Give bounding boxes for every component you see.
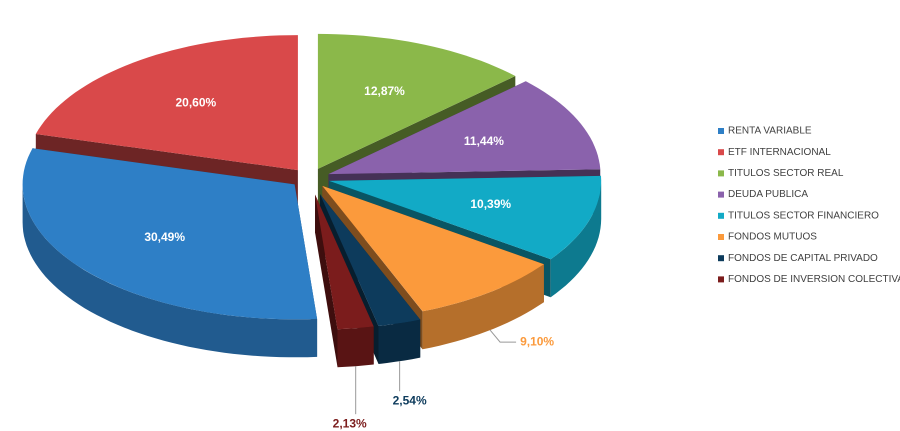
slice — [322, 185, 544, 312]
slice-side — [550, 180, 602, 298]
slice-group — [322, 185, 544, 350]
value-label: 2,54% — [393, 393, 427, 407]
value-label: 20,60% — [175, 96, 216, 110]
value-label: 11,44% — [464, 134, 504, 148]
value-label: 9,10% — [520, 334, 554, 348]
legend-label: FONDOS DE INVERSION COLECTIVA — [728, 274, 900, 285]
legend-swatch — [718, 212, 724, 219]
legend-swatch — [718, 191, 724, 198]
legend-label: ETF INTERNACIONAL — [728, 147, 831, 158]
legend-swatch — [718, 276, 724, 283]
slice — [22, 148, 318, 320]
slice-side — [378, 319, 421, 364]
legend-label: TITULOS SECTOR FINANCIERO — [728, 210, 879, 221]
slice-group — [22, 148, 318, 358]
legend-label: DEUDA PUBLICA — [728, 189, 808, 200]
value-label: 12,87% — [364, 84, 405, 98]
slice — [328, 81, 601, 175]
slice-side — [422, 264, 544, 350]
legend-swatch — [718, 149, 724, 156]
slice — [319, 194, 421, 326]
slice-wall — [315, 194, 338, 368]
slice — [317, 33, 516, 169]
slice — [329, 175, 602, 260]
value-label: 10,39% — [470, 197, 511, 211]
legend-label: FONDOS DE CAPITAL PRIVADO — [728, 253, 878, 264]
value-label: 30,49% — [144, 230, 185, 244]
value-label: 2,13% — [333, 416, 367, 430]
leader-line — [489, 329, 517, 343]
legend-swatch — [718, 234, 724, 240]
legend-swatch — [718, 128, 724, 134]
slice — [315, 194, 374, 330]
legend-swatch — [718, 255, 724, 262]
legend-swatch — [718, 170, 724, 177]
legend-label: TITULOS SECTOR REAL — [728, 168, 844, 179]
slice-side — [337, 326, 374, 368]
slice-group — [315, 194, 374, 368]
slice-side — [22, 184, 318, 358]
legend-label: FONDOS MUTUOS — [728, 232, 817, 243]
slice — [35, 35, 298, 171]
legend-label: RENTA VARIABLE — [728, 126, 812, 137]
